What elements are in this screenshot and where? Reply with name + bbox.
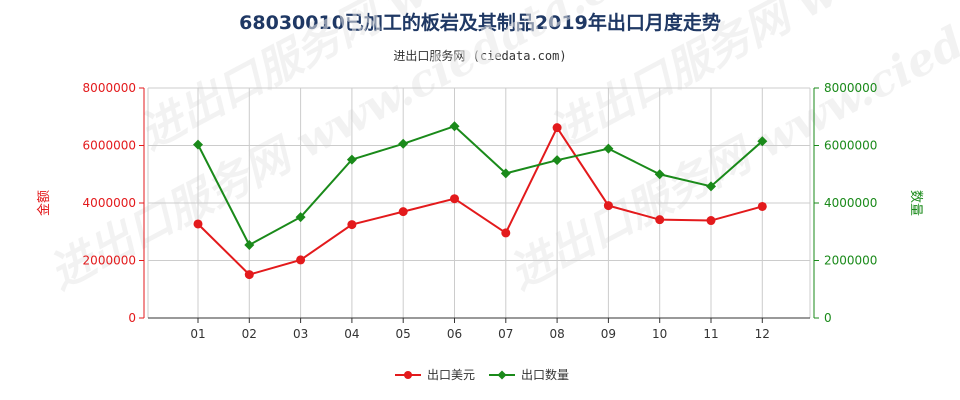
y-left-axis-title: 金额 [36, 190, 52, 216]
data-point-value [603, 201, 613, 211]
x-tick-label: 09 [601, 327, 616, 341]
y-right-tick-label: 8000000 [824, 81, 877, 95]
series-line-value [197, 125, 763, 276]
data-point-quantity [346, 154, 357, 165]
data-point-value [501, 228, 511, 238]
data-point-value [398, 207, 408, 217]
chart-subtitle: 进出口服务网 (ciedata.com) [393, 49, 567, 63]
x-tick-label: 06 [447, 327, 462, 341]
series-line-quantity [197, 125, 763, 247]
y-left-tick-label: 8000000 [83, 81, 136, 95]
x-tick-label: 11 [703, 327, 718, 341]
x-tick-label: 12 [755, 327, 770, 341]
y-left-tick-label: 0 [128, 311, 136, 325]
data-point-quantity [552, 155, 563, 166]
x-tick-label: 03 [293, 327, 308, 341]
x-tick-label: 02 [242, 327, 257, 341]
x-tick-label: 08 [549, 327, 564, 341]
y-left-tick-label: 4000000 [83, 196, 136, 210]
y-right-tick-label: 2000000 [824, 254, 877, 268]
data-point-quantity [706, 181, 716, 192]
y-right-tick-label: 0 [824, 311, 832, 325]
data-point-quantity [500, 168, 511, 179]
x-tick-label: 07 [498, 327, 513, 341]
data-point-quantity [757, 136, 768, 147]
y-right-tick-label: 4000000 [824, 196, 877, 210]
y-right-tick-label: 6000000 [824, 139, 877, 153]
data-point-quantity [295, 212, 306, 223]
axes: 0 2000000 4000000 6000000 8000000 0 2000000 400… [36, 81, 923, 341]
data-point-value [244, 270, 254, 280]
data-point-value [655, 215, 665, 225]
data-point-quantity [603, 143, 614, 154]
legend-marker [404, 371, 412, 379]
legend-marker [497, 370, 507, 380]
legend-label: 出口美元 [427, 368, 475, 382]
x-tick-label: 04 [344, 327, 359, 341]
legend-label: 出口数量 [521, 367, 569, 382]
data-point-quantity [193, 139, 203, 150]
data-point-value [450, 194, 459, 204]
data-point-value [552, 123, 562, 133]
data-point-quantity [654, 169, 665, 180]
chart-title: 68030010已加工的板岩及其制品2019年出口月度走势 [239, 12, 721, 34]
data-point-value [706, 216, 716, 226]
data-point-quantity [244, 239, 255, 250]
y-right-axis-title: 数量 [908, 190, 923, 216]
x-tick-label: 10 [652, 327, 667, 341]
data-point-quantity [449, 121, 460, 132]
y-left-tick-label: 6000000 [83, 139, 136, 153]
x-tick-label: 01 [190, 327, 205, 341]
data-point-value [347, 220, 357, 230]
data-point-value [296, 255, 306, 265]
data-point-quantity [398, 138, 409, 149]
grid-lines [147, 87, 811, 319]
y-left-tick-label: 2000000 [83, 254, 136, 268]
data-point-value [193, 219, 203, 229]
series-layer [193, 121, 768, 280]
data-point-value [757, 201, 767, 211]
x-tick-label: 05 [396, 327, 411, 341]
legend: 出口美元 出口数量 [395, 367, 569, 382]
